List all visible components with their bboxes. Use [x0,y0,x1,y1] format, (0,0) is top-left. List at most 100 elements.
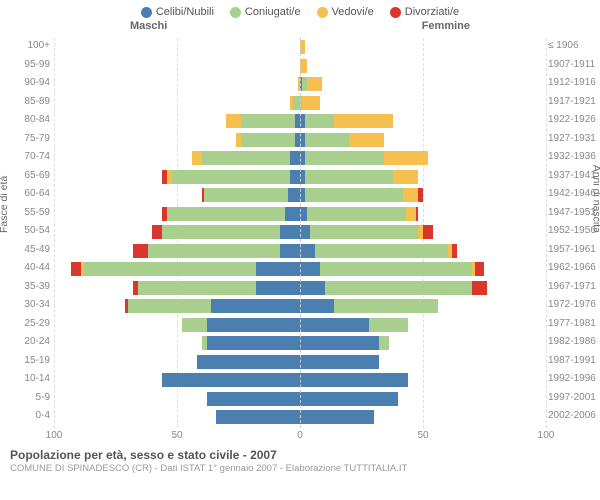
chart-title: Popolazione per età, sesso e stato civil… [10,448,590,462]
segment [290,170,300,184]
male-bar [54,225,300,239]
segment [256,281,300,295]
segment [300,225,310,239]
legend-item: Divorziati/e [390,6,459,18]
segment [280,225,300,239]
segment [302,96,319,110]
segment [369,318,408,332]
age-label: 5-9 [10,392,50,403]
segment [290,151,300,165]
segment [162,225,280,239]
female-bar [300,40,546,54]
male-bar [54,318,300,332]
segment [384,151,428,165]
segment [128,299,212,313]
male-bar [54,262,300,276]
female-bar [300,133,546,147]
age-label: 50-54 [10,225,50,236]
male-bar [54,77,300,91]
segment [207,318,300,332]
male-bar [54,188,300,202]
birth-year-label: 1937-1941 [548,170,600,181]
male-bar [54,133,300,147]
segment [211,299,300,313]
female-bar [300,262,546,276]
male-bar [54,207,300,221]
segment [300,392,398,406]
female-bar [300,59,546,73]
segment [307,77,322,91]
birth-year-label: 1957-1961 [548,244,600,255]
segment [305,170,394,184]
age-label: 70-74 [10,151,50,162]
birth-year-label: 1907-1911 [548,59,600,70]
female-bar [300,207,546,221]
male-bar [54,281,300,295]
segment [472,281,487,295]
header-female: Femmine [422,20,470,32]
segment [207,392,300,406]
segment [300,410,374,424]
male-bar [54,336,300,350]
segment [202,151,291,165]
chart-subtitle: COMUNE DI SPINADESCO (CR) - Dati ISTAT 1… [10,463,590,474]
segment [162,373,300,387]
age-label: 75-79 [10,133,50,144]
segment [241,133,295,147]
female-bar [300,170,546,184]
segment [293,96,300,110]
female-bar [300,96,546,110]
segment [133,244,148,258]
birth-year-label: 1927-1931 [548,133,600,144]
segment [393,170,418,184]
segment [148,244,281,258]
age-label: 80-84 [10,114,50,125]
segment [300,318,369,332]
legend-swatch [230,7,241,18]
birth-year-label: 1952-1956 [548,225,600,236]
female-bar [300,151,546,165]
age-label: 25-29 [10,318,50,329]
segment [300,355,379,369]
female-bar [300,281,546,295]
segment [315,244,448,258]
birth-year-label: 1922-1926 [548,114,600,125]
birth-year-label: 1912-1916 [548,77,600,88]
segment [300,59,307,73]
birth-year-label: 1947-1951 [548,207,600,218]
segment [305,151,384,165]
birth-year-label: 1987-1991 [548,355,600,366]
segment [300,373,408,387]
segment [307,207,405,221]
birth-year-label: 1972-1976 [548,299,600,310]
segment [300,336,379,350]
header-male: Maschi [130,20,167,32]
male-bar [54,373,300,387]
legend-item: Vedovi/e [317,6,374,18]
center-line [300,38,301,428]
segment [182,318,207,332]
birth-year-label: 1942-1946 [548,188,600,199]
legend-swatch [141,7,152,18]
birth-year-label: 2002-2006 [548,410,600,421]
age-label: 40-44 [10,262,50,273]
segment [172,170,290,184]
segment [152,225,162,239]
segment [403,188,418,202]
segment [452,244,457,258]
segment [300,262,320,276]
female-bar [300,225,546,239]
male-bar [54,59,300,73]
segment [325,281,473,295]
age-label: 15-19 [10,355,50,366]
male-bar [54,392,300,406]
male-bar [54,299,300,313]
legend-label: Vedovi/e [332,6,374,18]
segment [197,355,300,369]
segment [320,262,473,276]
age-label: 0-4 [10,410,50,421]
segment [84,262,256,276]
male-bar [54,355,300,369]
female-bar [300,355,546,369]
x-tick: 0 [297,430,303,441]
